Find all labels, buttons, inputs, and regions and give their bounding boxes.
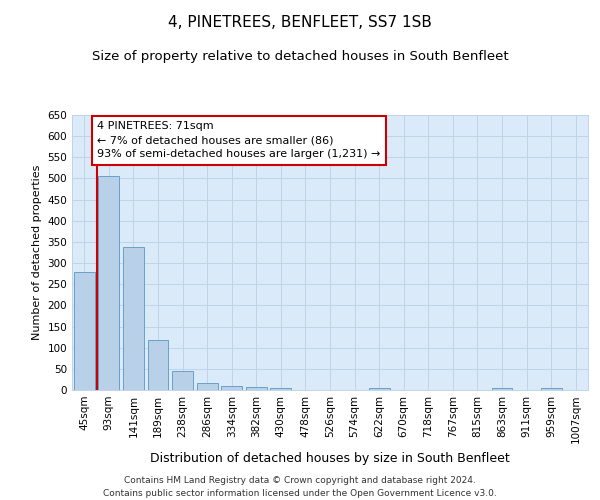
Bar — [98, 176, 119, 390]
X-axis label: Distribution of detached houses by size in South Benfleet: Distribution of detached houses by size … — [150, 452, 510, 464]
Y-axis label: Number of detached properties: Number of detached properties — [32, 165, 42, 340]
Text: 4, PINETREES, BENFLEET, SS7 1SB: 4, PINETREES, BENFLEET, SS7 1SB — [168, 15, 432, 30]
Bar — [221, 386, 242, 390]
Bar — [172, 370, 193, 390]
Bar — [148, 340, 169, 390]
Text: Contains HM Land Registry data © Crown copyright and database right 2024.
Contai: Contains HM Land Registry data © Crown c… — [103, 476, 497, 498]
Bar — [123, 247, 144, 390]
Bar — [541, 388, 562, 390]
Bar — [246, 386, 267, 390]
Text: Size of property relative to detached houses in South Benfleet: Size of property relative to detached ho… — [92, 50, 508, 63]
Bar — [197, 383, 218, 390]
Bar — [368, 388, 389, 390]
Bar — [74, 272, 95, 390]
Bar — [271, 388, 292, 390]
Bar — [491, 388, 512, 390]
Text: 4 PINETREES: 71sqm
← 7% of detached houses are smaller (86)
93% of semi-detached: 4 PINETREES: 71sqm ← 7% of detached hous… — [97, 122, 380, 160]
